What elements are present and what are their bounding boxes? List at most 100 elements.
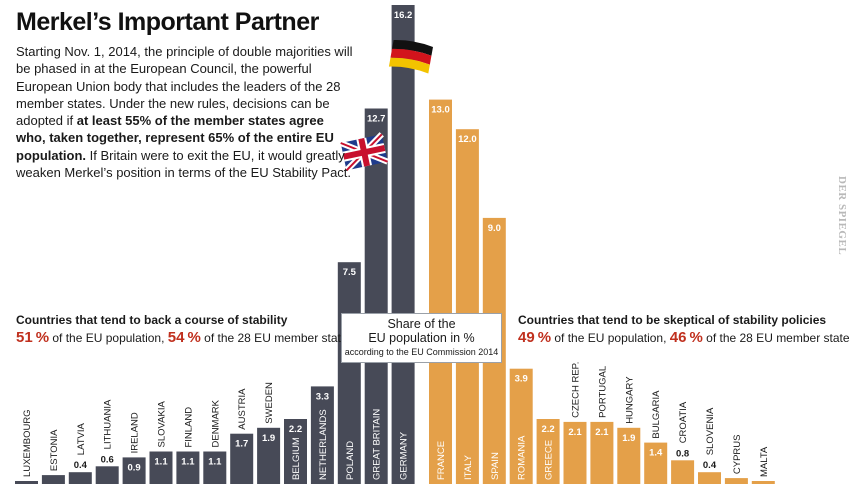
bar-romania [509, 368, 533, 484]
skeptical-states-text: of the 28 EU member states [702, 331, 850, 345]
value-label-netherlands: 3.3 [316, 391, 329, 402]
value-label-poland: 7.5 [343, 267, 357, 278]
category-label-romania: ROMANIA [517, 435, 528, 480]
stability-group-caption: Countries that tend to back a course of … [16, 312, 354, 346]
bar-belgium [284, 419, 307, 484]
chart-legend-box: Share of the EU population in % accordin… [341, 313, 502, 363]
category-label-italy: ITALY [463, 454, 474, 480]
stability-states-pct: 54 % [167, 329, 201, 346]
bar-austria [230, 433, 254, 484]
legend-line-1: Share of the [387, 317, 456, 331]
skeptical-pop-text: of the EU population, [551, 331, 670, 345]
skeptical-states-pct: 46 % [669, 329, 703, 346]
bar-germany [391, 5, 415, 484]
category-label-austria: AUSTRIA [237, 388, 248, 430]
bar-france [429, 99, 452, 484]
category-label-cyprus: CYPRUS [732, 435, 743, 475]
bar-slovenia [698, 472, 721, 484]
category-label-slovakia: SLOVAKIA [157, 401, 168, 448]
bar-lithuania [95, 466, 119, 484]
bar-latvia [68, 472, 92, 484]
intro-paragraph: Starting Nov. 1, 2014, the principle of … [16, 43, 354, 181]
category-label-lithuania: LITHUANIA [103, 399, 114, 449]
value-label-slovenia: 0.4 [703, 460, 717, 471]
bar-ireland [122, 457, 146, 484]
value-label-great-britain: 12.7 [367, 114, 386, 125]
value-label-sweden: 1.9 [262, 433, 275, 444]
value-label-slovakia: 1.1 [154, 457, 168, 468]
bar-cyprus [724, 478, 748, 484]
stability-pop-text: of the EU population, [49, 331, 168, 345]
category-label-belgium: BELGIUM [291, 437, 302, 480]
category-label-spain: SPAIN [490, 452, 501, 480]
value-label-germany: 16.2 [394, 10, 413, 21]
bar-denmark [203, 451, 227, 484]
value-label-hungary: 1.9 [622, 433, 635, 444]
value-label-finland: 1.1 [181, 457, 195, 468]
category-label-ireland: IRELAND [130, 412, 141, 453]
value-label-greece: 2.2 [541, 424, 554, 435]
publisher-credit: DER SPIEGEL [836, 176, 848, 256]
skeptical-group-caption: Countries that tend to be skeptical of s… [518, 312, 850, 346]
category-label-hungary: HUNGARY [624, 376, 635, 424]
category-label-finland: FINLAND [183, 407, 194, 448]
bar-croatia [671, 460, 695, 484]
category-label-great-britain: GREAT BRITAIN [372, 409, 383, 480]
bar-netherlands [310, 386, 334, 484]
category-label-germany: GERMANY [399, 431, 410, 480]
legend-source: according to the EU Commission 2014 [344, 347, 499, 357]
category-label-luxembourg: LUXEMBOURG [22, 409, 33, 477]
value-label-italy: 12.0 [458, 134, 477, 145]
value-label-czech-rep: 2.1 [568, 427, 582, 438]
bar-bulgaria [644, 442, 668, 484]
bar-slovakia [149, 451, 173, 484]
flags-layer [339, 39, 433, 173]
category-label-sweden: SWEDEN [264, 382, 275, 424]
value-label-romania: 3.9 [515, 374, 528, 385]
category-label-france: FRANCE [436, 441, 447, 480]
stability-group-heading: Countries that tend to back a course of … [16, 313, 288, 327]
value-label-croatia: 0.8 [676, 448, 689, 459]
category-label-croatia: CROATIA [678, 401, 689, 443]
value-label-belgium: 2.2 [289, 424, 302, 435]
bar-portugal [590, 421, 614, 484]
bar-sweden [257, 427, 281, 484]
page-title: Merkel’s Important Partner [16, 8, 319, 36]
intro-text: Starting Nov. 1, 2014, the principle of … [16, 44, 353, 129]
uk-flag [339, 132, 389, 173]
value-label-ireland: 0.9 [127, 462, 140, 473]
bar-czech-rep [563, 421, 587, 484]
value-label-lithuania: 0.6 [101, 454, 114, 465]
skeptical-group-heading: Countries that tend to be skeptical of s… [518, 313, 827, 327]
stability-pop-pct: 51 % [16, 329, 50, 346]
category-label-denmark: DENMARK [210, 399, 221, 447]
category-label-bulgaria: BULGARIA [651, 390, 662, 439]
intro-emphasis: at least 55% of the member states agree … [16, 113, 334, 163]
bar-italy [455, 129, 479, 484]
bar-hungary [617, 427, 641, 484]
bar-luxembourg [15, 481, 38, 484]
skeptical-group-stats: 49 % of the EU population, 46 % of the 2… [518, 330, 850, 346]
category-label-czech-rep: CZECH REP. [571, 362, 582, 418]
bar-greece [536, 419, 560, 484]
value-label-spain: 9.0 [488, 223, 501, 234]
category-label-greece: GREECE [544, 440, 555, 480]
value-label-france: 13.0 [431, 105, 450, 116]
value-label-austria: 1.7 [235, 439, 248, 450]
category-label-netherlands: NETHERLANDS [318, 409, 329, 480]
category-label-slovenia: SLOVENIA [705, 407, 716, 455]
value-label-portugal: 2.1 [595, 427, 609, 438]
stability-states-text: of the 28 EU member states [200, 331, 354, 345]
labels-layer: LUXEMBOURG ESTONIA 0.4 LATVIA 0.6 LITHUANIA 0.… [22, 10, 770, 480]
value-label-denmark: 1.1 [208, 457, 222, 468]
bar-estonia [41, 475, 65, 484]
skeptical-pop-pct: 49 % [518, 329, 552, 346]
bar-finland [176, 451, 200, 484]
stability-group-stats: 51 % of the EU population, 54 % of the 2… [16, 330, 354, 346]
category-label-poland: POLAND [345, 441, 356, 480]
category-label-portugal: PORTUGAL [597, 366, 608, 418]
legend-line-2: EU population in % [368, 331, 475, 345]
value-label-bulgaria: 1.4 [649, 448, 663, 459]
bar-malta [751, 481, 775, 484]
category-label-estonia: ESTONIA [49, 429, 60, 471]
